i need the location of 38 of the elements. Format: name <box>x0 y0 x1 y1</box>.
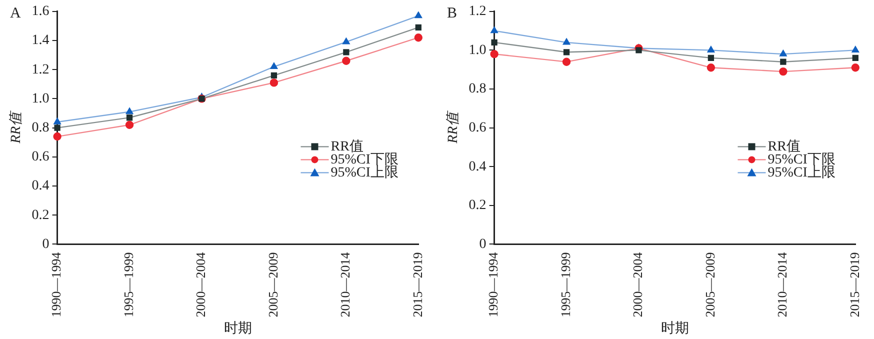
x-tick-label: 1990—1994 <box>48 252 64 318</box>
chart-title: B <box>447 5 458 22</box>
y-tick-label: 0 <box>42 236 50 252</box>
y-tick-label: 1.0 <box>468 42 486 58</box>
x-tick-label: 2010—2014 <box>338 252 353 318</box>
legend-label: 95%CI上限 <box>330 164 398 180</box>
x-tick-label: 1995—1999 <box>558 252 573 318</box>
y-tick-label: 0.8 <box>468 82 486 97</box>
x-tick-label: 2010—2014 <box>774 252 790 318</box>
x-axis-title: 时期 <box>224 320 252 336</box>
y-tick-label: 1.6 <box>32 4 50 20</box>
y-tick-label: 1.4 <box>32 33 50 48</box>
y-axis-title: RR值 <box>445 110 462 144</box>
chart-title: A <box>10 5 21 22</box>
y-axis-title: RR值 <box>8 110 24 144</box>
x-tick-label: 2000—2004 <box>630 252 646 318</box>
y-tick-label: 0.4 <box>32 178 50 194</box>
y-tick-label: 0.2 <box>32 208 50 223</box>
y-tick-label: 0.8 <box>32 120 50 136</box>
legend-label: RR值 <box>768 138 800 154</box>
y-tick-label: 0.6 <box>32 150 50 165</box>
x-tick-label: 2005—2009 <box>702 252 718 318</box>
y-tick-label: 0.6 <box>468 120 486 136</box>
x-tick-label: 1995—1999 <box>120 252 136 318</box>
x-tick-label: 2005—2009 <box>265 252 280 318</box>
y-tick-label: 1.0 <box>32 91 50 106</box>
legend-label: 95%CI上限 <box>768 164 836 180</box>
x-tick-label: 2000—2004 <box>193 252 208 318</box>
legend-label: RR值 <box>330 138 364 154</box>
y-tick-label: 1.2 <box>468 4 486 20</box>
x-axis-title: 时期 <box>660 320 689 336</box>
y-tick-label: 0 <box>479 236 486 252</box>
x-tick-label: 2015—2019 <box>846 252 862 318</box>
y-tick-label: 0.4 <box>468 159 486 174</box>
y-tick-label: 1.2 <box>32 62 50 78</box>
x-tick-label: 1990—1994 <box>486 252 501 318</box>
x-tick-label: 2015—2019 <box>410 252 425 318</box>
y-tick-label: 0.2 <box>468 198 486 214</box>
